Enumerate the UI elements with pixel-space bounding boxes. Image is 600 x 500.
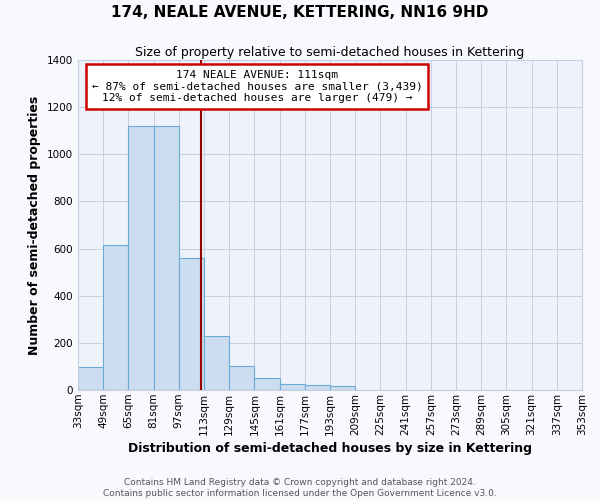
Text: Contains HM Land Registry data © Crown copyright and database right 2024.
Contai: Contains HM Land Registry data © Crown c… xyxy=(103,478,497,498)
Text: 174, NEALE AVENUE, KETTERING, NN16 9HD: 174, NEALE AVENUE, KETTERING, NN16 9HD xyxy=(112,5,488,20)
Y-axis label: Number of semi-detached properties: Number of semi-detached properties xyxy=(28,96,41,354)
Title: Size of property relative to semi-detached houses in Kettering: Size of property relative to semi-detach… xyxy=(136,46,524,59)
Bar xyxy=(128,126,154,390)
Bar xyxy=(204,336,229,390)
Bar xyxy=(330,386,355,390)
Bar xyxy=(78,367,103,390)
Bar xyxy=(305,386,330,390)
Bar xyxy=(254,378,280,390)
Bar xyxy=(280,384,305,390)
X-axis label: Distribution of semi-detached houses by size in Kettering: Distribution of semi-detached houses by … xyxy=(128,442,532,455)
Bar xyxy=(229,366,254,390)
Bar xyxy=(103,244,128,390)
Bar xyxy=(179,258,204,390)
Bar xyxy=(154,126,179,390)
Text: 174 NEALE AVENUE: 111sqm
← 87% of semi-detached houses are smaller (3,439)
12% o: 174 NEALE AVENUE: 111sqm ← 87% of semi-d… xyxy=(92,70,422,103)
